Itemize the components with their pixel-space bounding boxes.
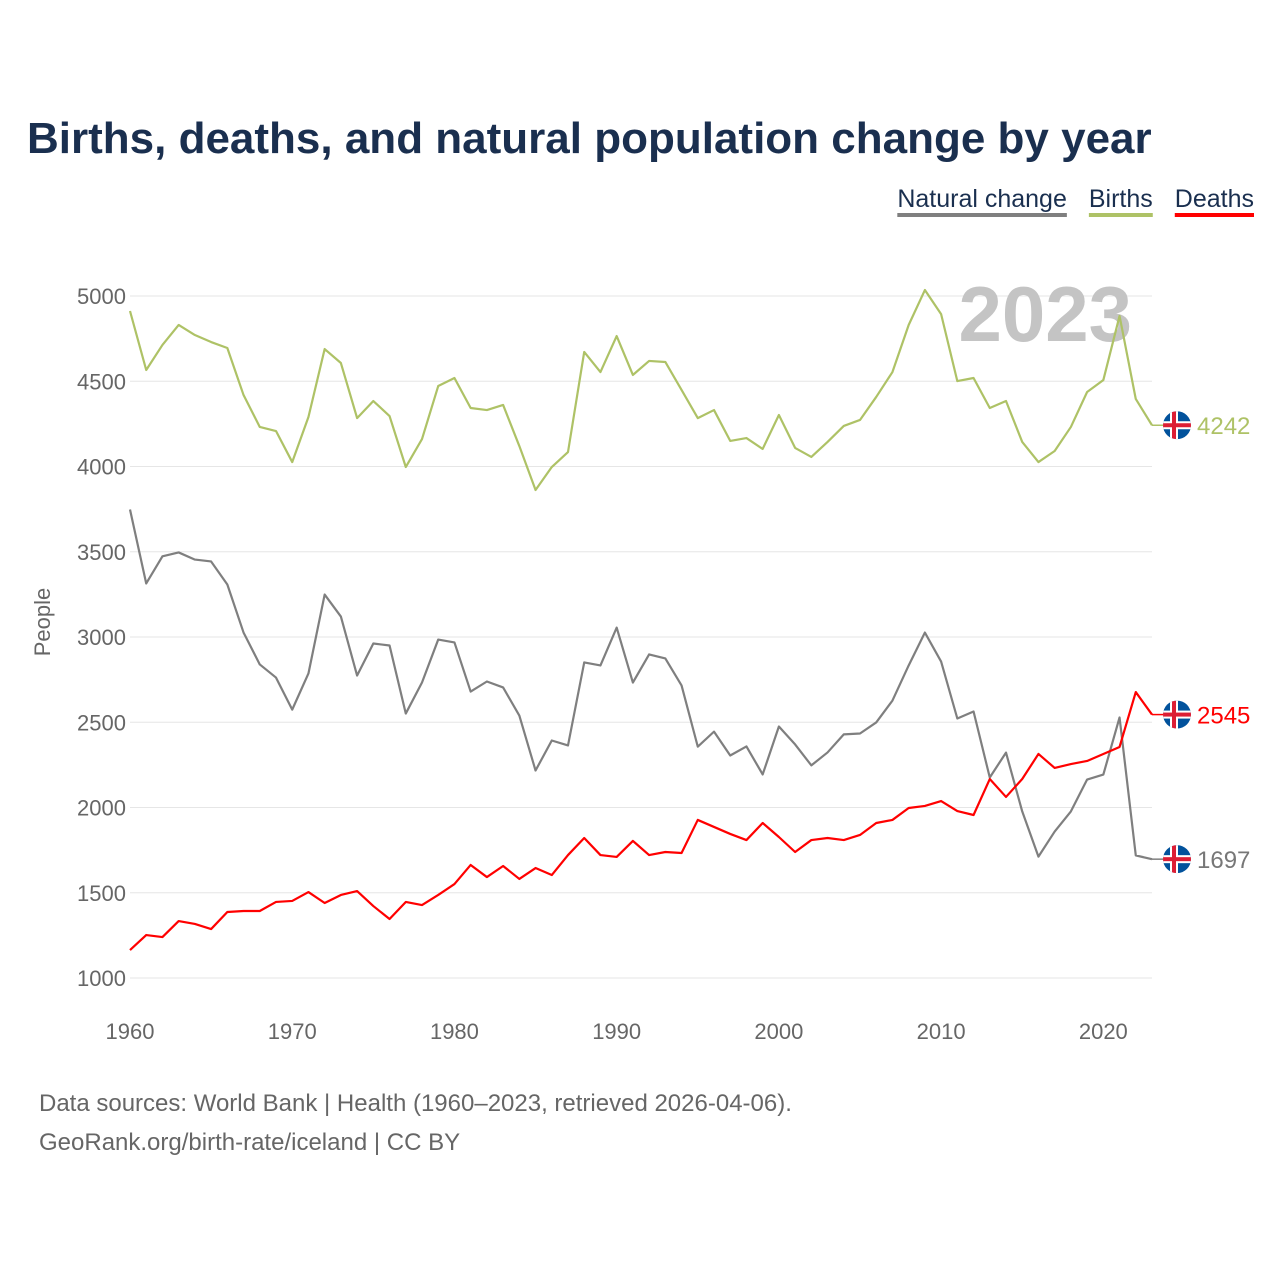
iceland-flag-icon [1163, 700, 1191, 729]
y-axis: 1000 1500 2000 2500 3000 3500 4000 4500 5000 [77, 284, 126, 991]
series-line-deaths [129, 690, 1153, 951]
y-tick-label: 1000 [77, 966, 126, 991]
x-tick-label: 1970 [268, 1019, 317, 1044]
legend-item-natural-change[interactable]: Natural change [897, 185, 1067, 213]
y-tick-label: 3500 [77, 540, 126, 565]
series-line-births [128, 288, 1153, 492]
y-tick-label: 1500 [77, 881, 126, 906]
end-value-label: 4242 [1197, 413, 1250, 440]
y-tick-label: 2500 [77, 710, 126, 735]
x-tick-label: 1990 [592, 1019, 641, 1044]
x-tick-label: 1960 [106, 1019, 155, 1044]
x-axis: 1960 1970 1980 1990 2000 2010 2020 [106, 1019, 1128, 1044]
x-tick-label: 2000 [754, 1019, 803, 1044]
x-tick-label: 2020 [1079, 1019, 1128, 1044]
y-tick-label: 2000 [77, 796, 126, 821]
iceland-flag-icon [1163, 845, 1191, 874]
iceland-flag-icon [1163, 411, 1191, 440]
chart-title: Births, deaths, and natural population c… [27, 114, 1152, 163]
y-tick-label: 4000 [77, 455, 126, 480]
end-value-label: 2545 [1197, 703, 1250, 730]
y-tick-label: 4500 [77, 369, 126, 394]
source-text: Data sources: World Bank | Health (1960–… [39, 1090, 792, 1117]
y-tick-label: 5000 [77, 284, 126, 309]
series-lines [128, 288, 1153, 951]
credit-link[interactable]: GeoRank.org/birth-rate/iceland | CC BY [39, 1129, 460, 1156]
end-labels: 1697 4242 2545 [1152, 411, 1250, 874]
legend-item-deaths[interactable]: Deaths [1175, 185, 1254, 213]
grid-lines [130, 295, 1152, 979]
x-tick-label: 2010 [917, 1019, 966, 1044]
current-year-watermark: 2023 [958, 270, 1132, 358]
y-axis-label: People [30, 588, 55, 657]
series-line-natural-change [128, 509, 1153, 861]
legend-item-births[interactable]: Births [1089, 185, 1153, 213]
legend: Deaths Births Natural change [897, 185, 1254, 217]
y-tick-label: 3000 [77, 625, 126, 650]
x-tick-label: 1980 [430, 1019, 479, 1044]
end-value-label: 1697 [1197, 847, 1250, 874]
